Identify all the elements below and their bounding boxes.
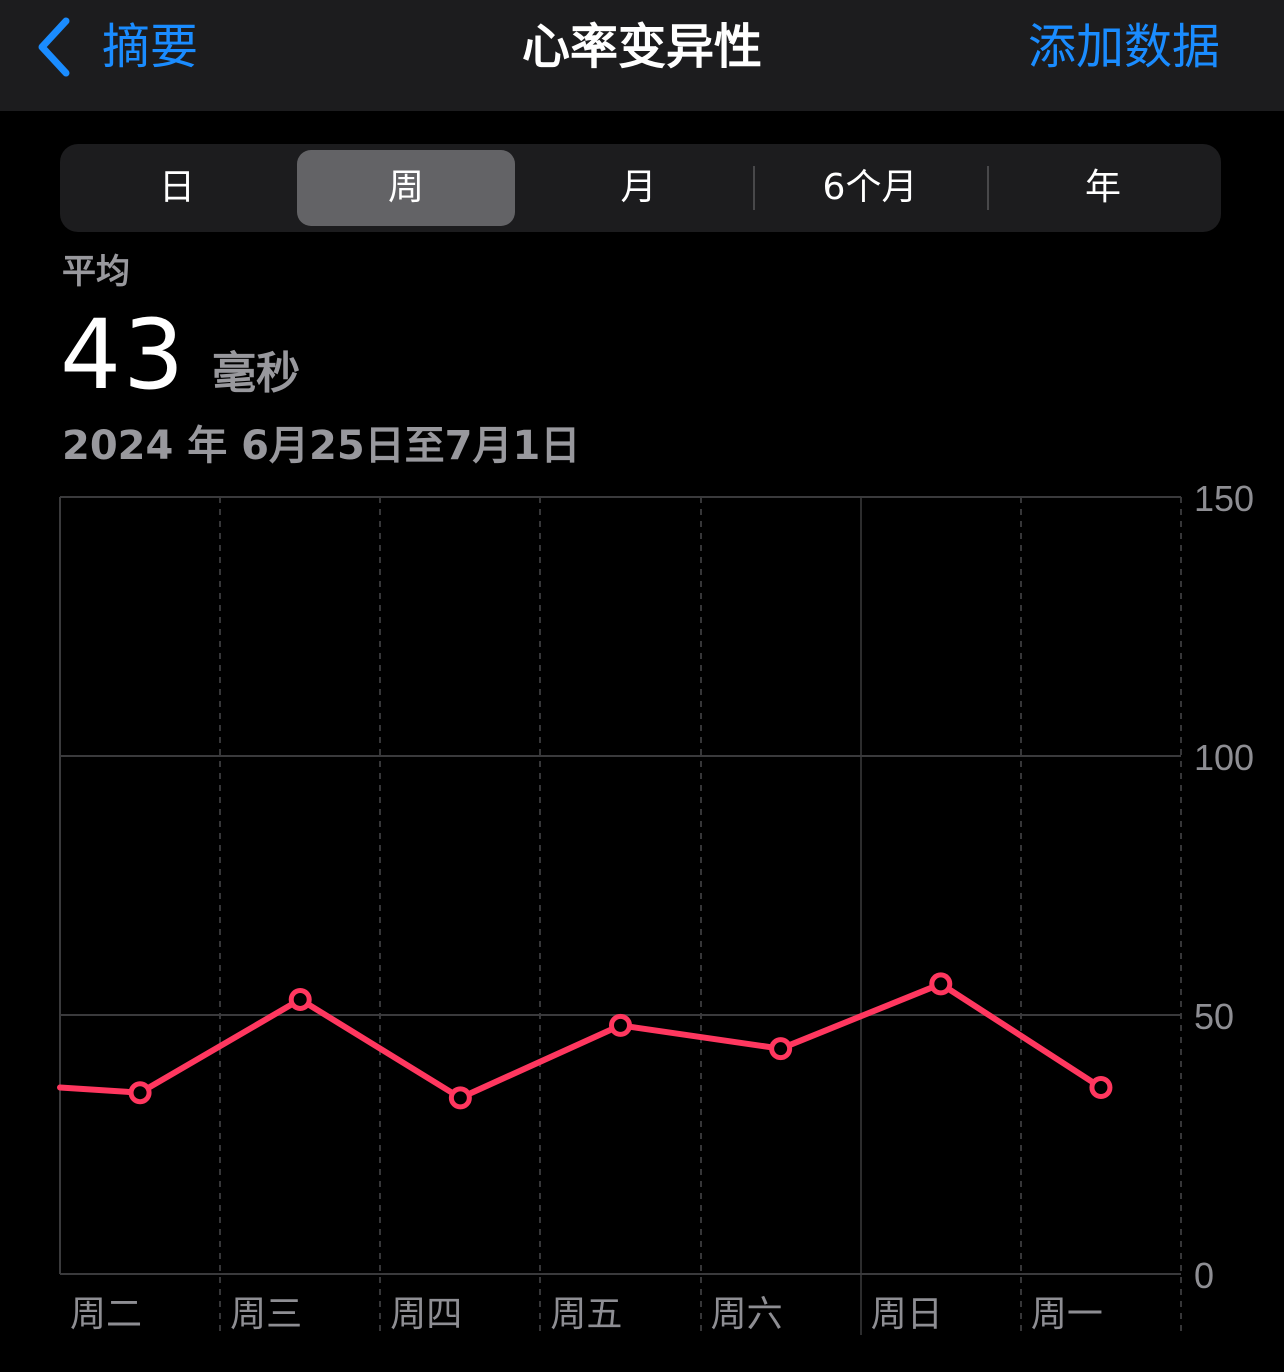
x-tick-label: 周五 — [550, 1294, 622, 1335]
date-range: 2024 年 6月25日至7月1日 — [62, 423, 581, 469]
hrv-data-point — [769, 1037, 793, 1061]
x-tick-label: 周四 — [390, 1294, 462, 1335]
average-label: 平均 — [62, 252, 130, 292]
time-range-segmented-control: 日 周 月 6个月 年 — [60, 144, 1221, 232]
hrv-data-point — [128, 1081, 152, 1105]
segment-month[interactable]: 月 — [620, 167, 657, 208]
x-tick-label: 周三 — [230, 1294, 302, 1335]
back-button-label: 摘要 — [102, 19, 199, 75]
hrv-data-point — [609, 1013, 632, 1037]
segment-divider — [753, 166, 755, 210]
y-tick-label: 100 — [1194, 737, 1254, 778]
segment-week[interactable]: 周 — [297, 150, 515, 226]
y-tick-label: 150 — [1194, 478, 1254, 519]
segment-day[interactable]: 日 — [158, 167, 195, 208]
page-title: 心率变异性 — [521, 19, 762, 75]
nav-bar: 摘要 心率变异性 添加数据 — [0, 0, 1284, 111]
average-value: 43 — [60, 299, 187, 411]
hrv-data-point — [929, 972, 953, 996]
x-tick-label: 周日 — [871, 1294, 943, 1335]
x-tick-label: 周二 — [70, 1294, 142, 1335]
hrv-data-point — [448, 1086, 472, 1110]
back-button[interactable]: 摘要 — [36, 14, 198, 80]
add-data-button[interactable]: 添加数据 — [1027, 19, 1220, 75]
chevron-left-icon — [36, 17, 72, 77]
segment-divider — [987, 166, 989, 210]
y-tick-label: 50 — [1194, 996, 1234, 1037]
hrv-data-point — [288, 987, 312, 1011]
hrv-series-line — [57, 980, 1104, 1101]
x-tick-label: 周六 — [711, 1294, 783, 1335]
average-value-group: 43 毫秒 — [60, 300, 300, 410]
average-unit: 毫秒 — [212, 348, 301, 399]
segment-6-months[interactable]: 6个月 — [822, 167, 918, 208]
y-tick-label: 0 — [1194, 1255, 1214, 1296]
hrv-data-point — [1089, 1076, 1113, 1100]
segment-year[interactable]: 年 — [1084, 167, 1121, 208]
x-tick-label: 周一 — [1031, 1294, 1103, 1335]
